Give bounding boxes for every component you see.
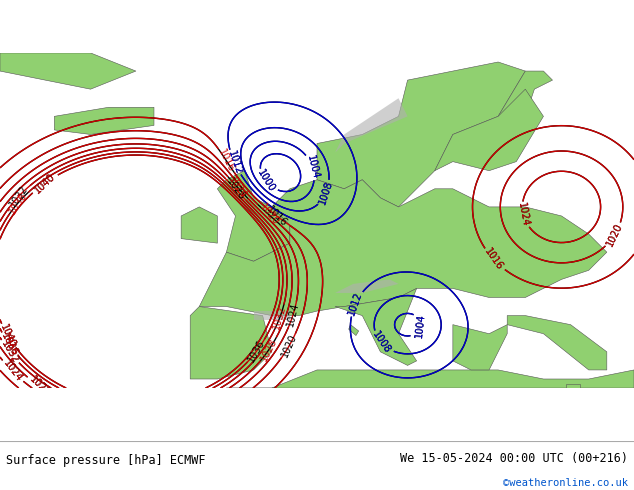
Text: 1000: 1000 — [255, 168, 276, 194]
Text: 1024: 1024 — [285, 301, 301, 328]
Text: 1008: 1008 — [318, 179, 335, 206]
Text: 1032: 1032 — [0, 339, 20, 365]
Text: 1016: 1016 — [482, 246, 505, 272]
Text: 1036: 1036 — [0, 331, 19, 357]
Text: 1016: 1016 — [482, 246, 505, 272]
Text: 1024: 1024 — [516, 201, 531, 228]
Text: 1020: 1020 — [605, 221, 624, 248]
Text: 1004: 1004 — [414, 313, 427, 339]
Text: 1024: 1024 — [1, 358, 23, 384]
Text: 1008: 1008 — [318, 179, 335, 206]
Text: 1028: 1028 — [259, 336, 279, 363]
Text: 1012: 1012 — [347, 291, 365, 317]
Text: 1004: 1004 — [305, 154, 320, 180]
Text: 1036: 1036 — [0, 331, 19, 357]
Text: 1008: 1008 — [370, 330, 392, 356]
Text: 1032: 1032 — [0, 339, 20, 365]
Text: 1024: 1024 — [227, 175, 249, 200]
Text: 1016: 1016 — [216, 147, 236, 174]
Text: 1020: 1020 — [257, 202, 281, 227]
Text: 1040: 1040 — [32, 172, 57, 196]
Text: 1028: 1028 — [27, 374, 53, 398]
Text: We 15-05-2024 00:00 UTC (00+216): We 15-05-2024 00:00 UTC (00+216) — [399, 452, 628, 465]
Text: 1036: 1036 — [7, 190, 29, 216]
Text: 1012: 1012 — [347, 291, 365, 317]
Text: 1028: 1028 — [27, 374, 53, 398]
Text: 1040: 1040 — [32, 172, 57, 196]
Text: 1016: 1016 — [265, 204, 289, 228]
Text: 1036: 1036 — [246, 338, 267, 364]
Text: 1024: 1024 — [516, 201, 531, 228]
Text: 1032: 1032 — [271, 304, 288, 331]
Text: 1012: 1012 — [226, 149, 243, 176]
Text: 1032: 1032 — [8, 183, 30, 209]
Text: 1020: 1020 — [280, 333, 299, 359]
Text: Surface pressure [hPa] ECMWF: Surface pressure [hPa] ECMWF — [6, 454, 206, 467]
Text: 1000: 1000 — [255, 168, 276, 194]
Text: 1004: 1004 — [414, 313, 427, 339]
Text: 1040: 1040 — [0, 322, 18, 349]
Text: ©weatheronline.co.uk: ©weatheronline.co.uk — [503, 478, 628, 488]
Text: 1024: 1024 — [1, 358, 23, 384]
Text: 1008: 1008 — [370, 330, 392, 356]
Text: 1012: 1012 — [226, 149, 243, 176]
Text: 1020: 1020 — [605, 221, 624, 248]
Text: 1004: 1004 — [305, 154, 320, 180]
Text: 1028: 1028 — [224, 176, 247, 202]
Text: 1040: 1040 — [0, 322, 18, 349]
